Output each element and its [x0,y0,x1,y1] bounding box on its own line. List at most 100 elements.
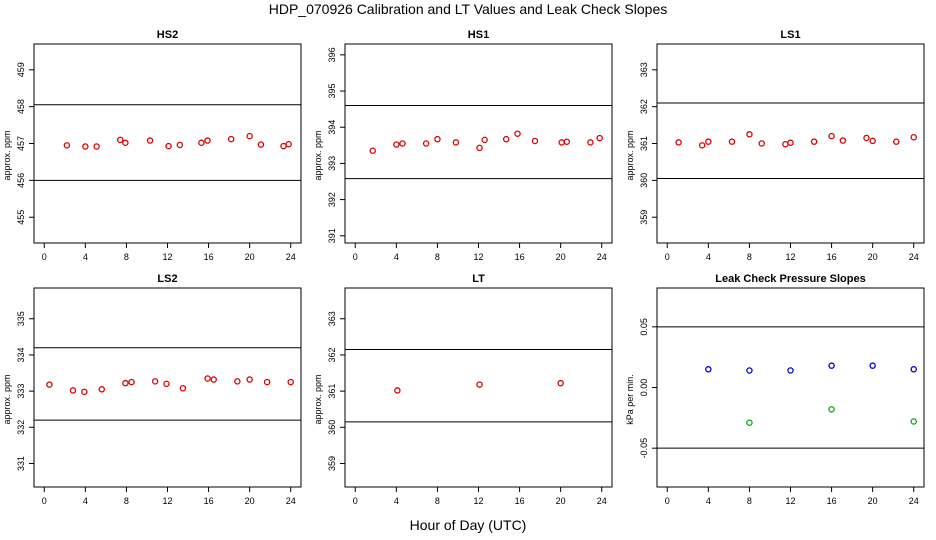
x-tick-label: 20 [556,252,566,262]
x-tick-label: 24 [286,496,296,506]
data-point [176,141,184,149]
y-tick-label: 361 [327,384,337,399]
x-tick-label: 12 [785,496,795,506]
data-point [151,378,159,385]
chart-panel-3: LS1 0 4 8 12 16 20 24 359 360 361 362 363 approx. ppm [625,29,925,262]
data-point [257,141,265,148]
x-tick-label: 8 [435,496,440,506]
panel-title: LS1 [780,29,800,41]
y-axis-title: approx. ppm [2,130,12,180]
data-point [285,140,292,148]
y-tick-label: 459 [16,62,26,77]
data-point [746,419,753,426]
data-point [69,387,77,394]
x-tick-label: 8 [747,252,752,262]
data-point [782,140,789,148]
data-point [893,138,900,145]
data-point [146,137,154,144]
data-point [481,136,488,144]
x-tick-label: 20 [556,496,566,506]
y-tick-label: 392 [327,192,337,207]
y-tick-label: 456 [16,173,26,188]
x-tick-label: 4 [394,496,399,506]
data-point [46,381,53,388]
y-tick-label: 458 [16,99,26,114]
y-tick-label: 363 [327,311,337,326]
figure-title: HDP_070926 Calibration and LT Values and… [268,1,668,17]
panel-title: HS1 [468,29,489,41]
data-point [746,367,753,374]
x-tick-label: 4 [83,252,88,262]
chart-panel-6: Leak Check Pressure Slopes 0 4 8 12 16 20 24 -0.… [625,273,925,506]
x-tick-label: 24 [597,252,607,262]
y-tick-label: 395 [327,84,337,99]
panel-title: Leak Check Pressure Slopes [715,273,865,285]
x-tick-label: 16 [827,252,837,262]
data-point [163,380,170,388]
x-tick-label: 24 [597,496,607,506]
data-point [758,140,765,147]
data-point [557,379,564,387]
data-point [828,362,835,369]
x-tick-label: 0 [353,496,358,506]
y-tick-label: 359 [639,210,649,225]
data-point [63,142,71,149]
data-point [280,142,287,150]
data-point [246,132,253,140]
data-point [563,138,571,145]
data-point [204,375,211,382]
x-tick-label: 0 [42,496,47,506]
x-tick-label: 24 [909,252,919,262]
plot-frame [344,43,613,244]
data-point [287,378,294,386]
plot-frame [656,43,925,244]
data-point [869,362,876,369]
data-point [93,143,100,150]
x-tick-label: 12 [785,252,795,262]
x-tick-label: 0 [665,496,670,506]
x-tick-label: 12 [162,252,172,262]
data-point [705,366,712,373]
data-point [394,387,401,394]
x-tick-label: 20 [868,252,878,262]
y-axis-title: kPa per min. [625,374,635,425]
x-tick-label: 16 [204,496,214,506]
y-tick-label: 393 [327,156,337,171]
x-tick-label: 4 [706,496,711,506]
data-point [746,131,753,138]
data-point [910,366,917,373]
data-point [122,139,129,147]
x-tick-label: 0 [665,252,670,262]
chart-panel-4: LS2 0 4 8 12 16 20 24 331 332 333 334 335 approx. ppm [2,273,302,506]
y-tick-label: 362 [639,99,649,114]
x-tick-label: 8 [747,496,752,506]
data-point [839,137,847,144]
data-point [81,388,88,396]
x-tick-label: 20 [245,252,255,262]
data-point [204,137,211,144]
y-tick-label: 363 [639,62,649,77]
x-tick-label: 16 [204,252,214,262]
panel-title: HS2 [157,29,178,41]
data-point [810,138,818,145]
y-tick-label: -0.05 [639,438,649,459]
data-point [910,133,917,141]
data-point [399,140,406,147]
data-point [198,139,205,147]
data-point [246,376,253,383]
data-point [910,418,917,425]
y-tick-label: 396 [327,47,337,62]
data-point [434,135,441,143]
shared-x-axis-title: Hour of Day (UTC) [409,517,527,533]
data-point [82,143,89,150]
data-point [165,142,172,150]
data-point [122,379,129,387]
x-tick-label: 12 [473,496,483,506]
y-tick-label: 0.05 [639,318,649,336]
x-tick-label: 20 [868,496,878,506]
data-point [393,141,400,148]
data-point [531,137,539,145]
data-point [422,140,430,147]
